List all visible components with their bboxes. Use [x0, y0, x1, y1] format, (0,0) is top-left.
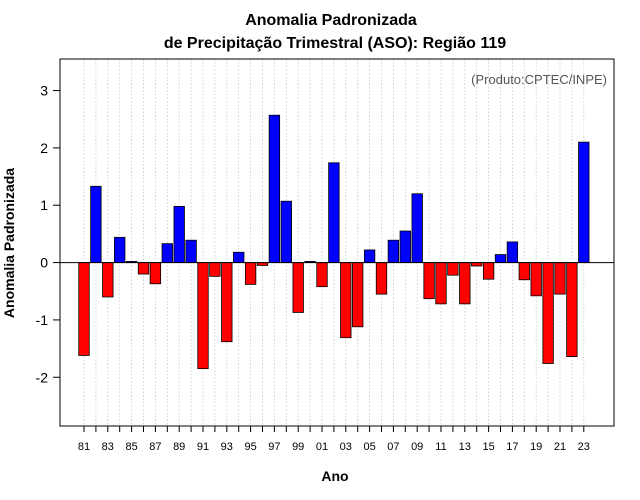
x-tick-label: 95 [244, 441, 256, 453]
x-tick-label: 85 [125, 441, 137, 453]
x-tick-label: 87 [149, 441, 161, 453]
bar-2011 [435, 262, 447, 305]
bar-2023 [578, 141, 590, 263]
bar-1989 [173, 205, 185, 263]
bar-1997 [268, 114, 281, 263]
y-tick-label: 3 [40, 83, 48, 99]
x-tick-label: 89 [173, 441, 185, 453]
bar-2007 [387, 239, 400, 263]
x-tick-label: 91 [197, 441, 209, 453]
bar-2003 [340, 262, 352, 339]
x-tick-label: 19 [530, 441, 542, 453]
y-tick-label: 2 [40, 140, 48, 156]
x-tick-label: 21 [554, 441, 566, 453]
x-tick-label: 97 [268, 441, 280, 453]
bar-2001 [316, 262, 328, 288]
bar-1992 [209, 262, 221, 277]
bar-1998 [280, 200, 292, 263]
x-tick-label: 93 [221, 441, 233, 453]
bar-2002 [328, 162, 340, 263]
bar-1995 [244, 262, 257, 285]
bar-1981 [78, 262, 90, 356]
bar-1988 [161, 243, 173, 263]
x-tick-label: 81 [78, 441, 90, 453]
bar-2022 [566, 262, 578, 358]
bar-1987 [149, 262, 162, 285]
x-tick-label: 09 [411, 441, 423, 453]
bar-2014 [471, 262, 483, 267]
chart-subtitle: de Precipitação Trimestral (ASO): Região… [164, 35, 506, 52]
bar-2020 [542, 262, 554, 364]
bar-2013 [459, 262, 471, 305]
y-tick-label: -1 [36, 312, 49, 328]
bar-1990 [185, 239, 197, 263]
bar-1984 [114, 236, 126, 263]
bar-2010 [423, 262, 435, 300]
bar-2016 [494, 254, 507, 263]
bar-2019 [530, 262, 542, 297]
bar-2018 [518, 262, 530, 281]
x-tick-label: 05 [363, 441, 375, 453]
x-tick-label: 99 [292, 441, 304, 453]
bar-1983 [102, 262, 114, 298]
bar-2006 [375, 262, 388, 295]
bar-2005 [363, 249, 376, 263]
x-tick-label: 07 [387, 441, 399, 453]
bar-2021 [554, 262, 566, 295]
y-tick-label: -2 [36, 369, 49, 385]
bar-1991 [197, 262, 209, 370]
bar-1993 [221, 262, 233, 343]
x-tick-label: 15 [482, 441, 494, 453]
bar-2017 [506, 241, 519, 263]
bar-2008 [399, 230, 411, 263]
plot-frame [59, 58, 615, 427]
x-tick-label: 01 [316, 441, 328, 453]
bar-1994 [233, 251, 245, 263]
chart-title: Anomalia Padronizada [245, 12, 417, 29]
x-tick-label: 17 [506, 441, 518, 453]
x-tick-label: 83 [102, 441, 114, 453]
bars [78, 114, 590, 370]
x-tick-label: 13 [459, 441, 471, 453]
bar-1982 [90, 185, 102, 263]
bar-2015 [482, 262, 495, 280]
x-tick-label: 23 [578, 441, 590, 453]
bar-2004 [352, 262, 364, 328]
credit-label: (Produto:CPTEC/INPE) [471, 72, 607, 87]
bar-1986 [137, 262, 150, 275]
x-axis: 81 83 85 87 89 91 93 95 97 99 01 03 05 07 09 11 13 15 17 19… [78, 426, 590, 453]
bar-2012 [447, 262, 459, 276]
y-axis-label: Anomalia Padronizada [1, 168, 17, 318]
x-tick-label: 03 [340, 441, 352, 453]
bar-2009 [411, 193, 423, 263]
x-tick-label: 11 [435, 441, 446, 453]
y-tick-label: 1 [40, 197, 48, 213]
bar-1999 [292, 262, 304, 313]
y-tick-label: 0 [40, 255, 48, 271]
y-axis: -2 -1 0 1 2 3 [36, 83, 60, 385]
x-axis-label: Ano [321, 468, 348, 484]
